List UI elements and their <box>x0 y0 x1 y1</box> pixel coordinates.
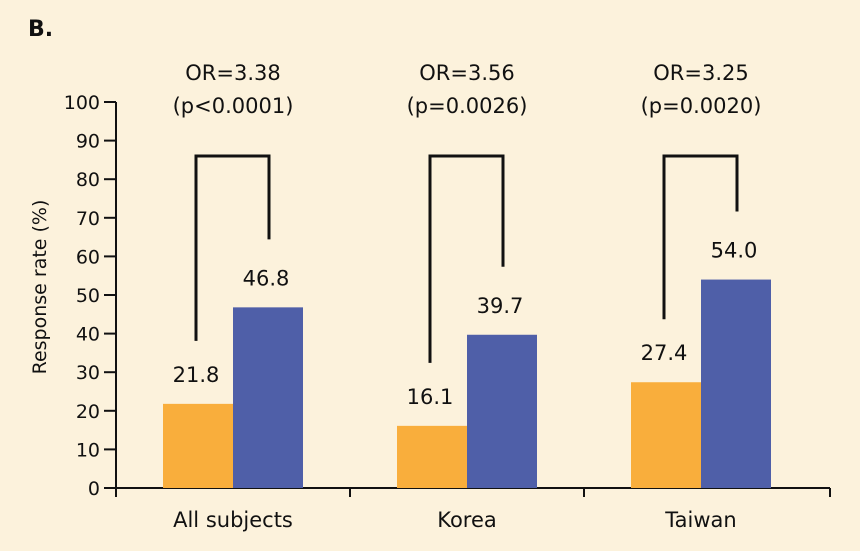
bars <box>163 279 771 488</box>
bar <box>631 382 701 488</box>
bar <box>467 334 537 488</box>
y-tick-label: 90 <box>76 131 100 153</box>
y-tick-label: 40 <box>76 324 100 346</box>
y-tick-label: 10 <box>76 439 100 461</box>
bar <box>701 279 771 488</box>
odds-ratio-label: OR=3.56 <box>419 61 514 85</box>
y-tick-label: 80 <box>76 169 100 191</box>
x-category-label: Korea <box>437 508 497 532</box>
odds-ratio-label: OR=3.25 <box>653 61 748 85</box>
y-tick-label: 20 <box>76 401 100 423</box>
p-value-label: (p=0.0020) <box>641 94 762 118</box>
y-axis-title: Response rate (%) <box>29 200 51 375</box>
odds-ratio-label: OR=3.38 <box>185 61 280 85</box>
bar <box>233 307 303 488</box>
bar-value-label: 46.8 <box>243 266 290 290</box>
y-tick-label: 30 <box>76 362 100 384</box>
y-tick-label: 60 <box>76 246 100 268</box>
bar <box>397 425 467 488</box>
x-category-label: All subjects <box>173 508 293 532</box>
bar-value-label: 54.0 <box>711 239 758 263</box>
y-tick-label: 100 <box>64 92 100 114</box>
bar-value-label: 16.1 <box>407 385 454 409</box>
axes: 0 10 20 30 40 50 60 70 80 90 100 <box>64 92 831 500</box>
panel-label: B. <box>28 17 53 42</box>
significance-bracket <box>194 154 271 341</box>
significance-brackets <box>194 154 739 363</box>
bar-value-label: 27.4 <box>641 341 688 365</box>
y-tick-label: 50 <box>76 285 100 307</box>
bar-value-label: 39.7 <box>477 294 524 318</box>
significance-bracket <box>662 154 739 320</box>
y-tick-label: 0 <box>88 478 100 500</box>
labels: All subjects 21.8 46.8 OR=3.38 (p<0.0001) Kor… <box>173 61 762 532</box>
p-value-label: (p=0.0026) <box>407 94 528 118</box>
p-value-label: (p<0.0001) <box>173 94 294 118</box>
significance-bracket <box>428 154 505 363</box>
bar-value-label: 21.8 <box>173 363 220 387</box>
y-tick-label: 70 <box>76 208 100 230</box>
bar <box>163 403 233 488</box>
x-category-label: Taiwan <box>664 508 736 532</box>
